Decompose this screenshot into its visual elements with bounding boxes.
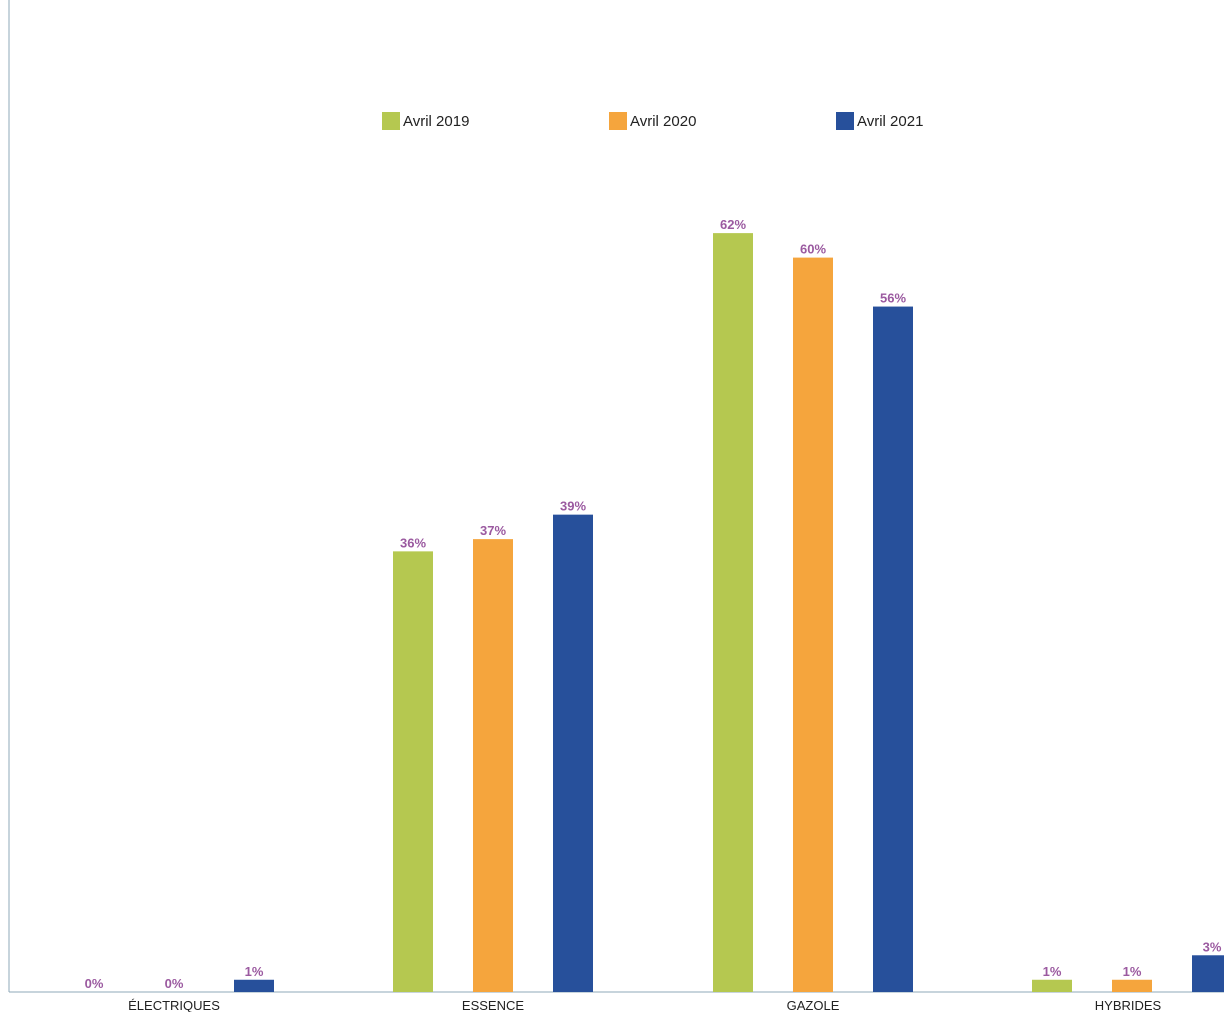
bar-value-label: 39%	[560, 499, 586, 514]
bar-value-label: 37%	[480, 523, 506, 538]
legend-label: Avril 2020	[630, 113, 696, 130]
bar-value-label: 62%	[720, 217, 746, 232]
bar-value-label: 0%	[85, 976, 104, 991]
bar-value-label: 60%	[800, 242, 826, 257]
bar-value-label: 0%	[165, 976, 184, 991]
legend-item-2: Avril 2020	[609, 112, 696, 130]
legend-swatch	[836, 112, 854, 130]
bar	[553, 514, 593, 992]
bar	[234, 979, 274, 992]
legend-swatch	[382, 112, 400, 130]
legend-swatch	[609, 112, 627, 130]
legend-item-3: Avril 2021	[836, 112, 923, 130]
category-labels: ÉLECTRIQUES ESSENCE GAZOLE HYBRIDES	[128, 998, 1161, 1012]
bar	[1192, 955, 1224, 992]
bar-value-label: 1%	[1123, 964, 1142, 979]
bar	[1032, 979, 1072, 992]
bar-value-label: 1%	[245, 964, 264, 979]
bar	[873, 306, 913, 992]
bars: 0% 0% 1% 36% 37% 39% 62% 60% 56% 1% 1% 3%	[85, 217, 1224, 993]
category-label: GAZOLE	[787, 998, 840, 1012]
bar-value-label: 56%	[880, 291, 906, 306]
bar-value-label: 1%	[1043, 964, 1062, 979]
bar	[793, 257, 833, 993]
legend: Avril 2019 Avril 2020 Avril 2021	[382, 112, 923, 130]
bar	[473, 539, 513, 992]
bar-value-label: 36%	[400, 535, 426, 550]
bar	[1112, 979, 1152, 992]
category-label: ESSENCE	[462, 998, 524, 1012]
bar	[393, 551, 433, 992]
legend-label: Avril 2019	[403, 113, 469, 130]
bar	[713, 233, 753, 992]
legend-item-1: Avril 2019	[382, 112, 469, 130]
category-label: ÉLECTRIQUES	[128, 998, 220, 1012]
category-label: HYBRIDES	[1095, 998, 1162, 1012]
legend-label: Avril 2021	[857, 113, 923, 130]
bar-value-label: 3%	[1203, 939, 1222, 954]
